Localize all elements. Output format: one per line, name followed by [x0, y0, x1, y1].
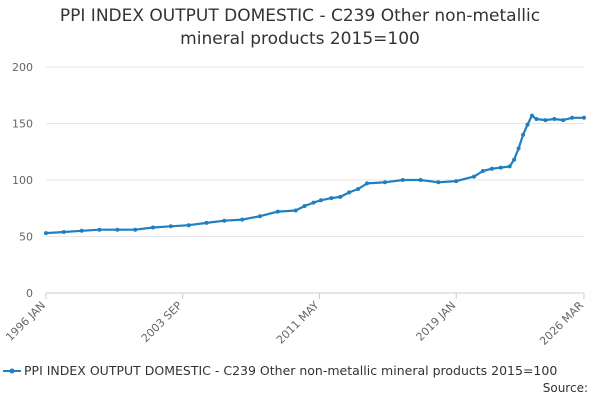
chart-title-line-1: PPI INDEX OUTPUT DOMESTIC - C239 Other n… [59, 6, 541, 26]
series-point [489, 166, 494, 171]
series-point [329, 196, 334, 201]
series-point [530, 113, 534, 118]
series-point [151, 225, 155, 230]
legend-series-marker-icon [3, 368, 21, 374]
series-point [347, 190, 352, 195]
series-point [204, 220, 209, 225]
series-point [365, 181, 369, 186]
chart-title-line-2: mineral products 2015=100 [180, 29, 420, 49]
series-point [561, 118, 566, 123]
x-tick-label: 2003 SEP [139, 299, 185, 345]
x-tick-label: 2019 JAN [414, 299, 459, 344]
series-point [570, 115, 575, 120]
series-point [61, 230, 66, 234]
chart-title: PPI INDEX OUTPUT DOMESTIC - C239 Other n… [0, 5, 600, 51]
source-label: Source: [542, 381, 588, 395]
legend[interactable]: PPI INDEX OUTPUT DOMESTIC - C239 Other n… [2, 362, 598, 380]
series-point [400, 178, 405, 182]
x-tick-label: 2011 MAY [274, 299, 322, 347]
series-point [275, 209, 280, 214]
series-point [133, 227, 138, 232]
series-point [168, 224, 173, 229]
series-point [115, 227, 120, 232]
series-point [186, 223, 191, 228]
series-point [318, 198, 323, 203]
legend-series-label: PPI INDEX OUTPUT DOMESTIC - C239 Other n… [24, 363, 558, 378]
x-tick-label: 2026 MAR [537, 299, 586, 348]
series-point [534, 117, 539, 121]
y-tick-label: 0 [26, 287, 33, 300]
series-point [543, 118, 548, 123]
series-point [418, 178, 423, 182]
y-tick-label: 200 [12, 61, 33, 74]
series-point [338, 194, 343, 199]
series-point [472, 174, 476, 179]
series-point [311, 200, 316, 205]
series-point [356, 187, 361, 191]
series-point [512, 157, 517, 162]
series-point [436, 180, 441, 185]
series-point [97, 227, 102, 232]
series-point [480, 169, 485, 173]
series-point [293, 208, 298, 213]
series-point [507, 164, 512, 169]
series-point [79, 228, 84, 233]
x-tick-label: 1996 JAN [3, 299, 48, 344]
series-point [382, 180, 387, 185]
series-point [222, 218, 227, 223]
series-line-0 [45, 114, 584, 235]
series-point [552, 117, 557, 121]
series-point [582, 115, 586, 120]
series-point [498, 165, 503, 170]
series-point [516, 146, 521, 151]
series-point [302, 204, 307, 208]
series-point [454, 179, 459, 184]
series-point [258, 214, 262, 219]
y-tick-label: 50 [19, 231, 33, 244]
y-tick-label: 150 [12, 118, 33, 131]
series-point [240, 217, 245, 222]
series-point [521, 132, 526, 137]
y-tick-label: 100 [12, 174, 33, 187]
series-point [44, 231, 48, 236]
series-point [525, 122, 530, 127]
